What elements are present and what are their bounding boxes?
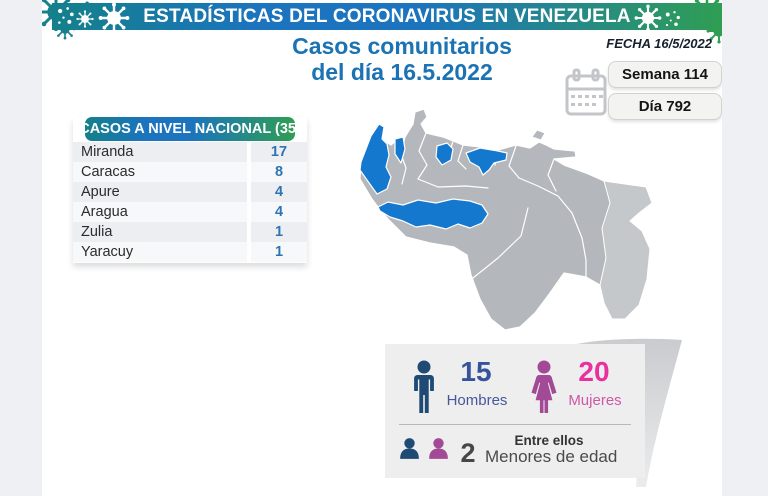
bust-icon-male	[400, 438, 419, 459]
map-state-zulia	[359, 123, 392, 195]
page-curl-shadow	[550, 338, 682, 487]
week-badge: Semana 114	[608, 61, 722, 88]
panel-divider	[399, 424, 631, 425]
map-east-region	[599, 180, 653, 320]
table-row: Aragua 4	[73, 202, 307, 222]
map-state-yaracuy	[435, 142, 454, 166]
page-title: Casos comunitarios del día 16.5.2022	[270, 33, 534, 85]
infographic-content: ESTADÍSTICAS DEL CORONAVIRUS EN VENEZUEL…	[42, 0, 722, 496]
virus-dots-icon	[56, 6, 76, 26]
map-state-miranda	[465, 147, 508, 176]
state-cases: 4	[251, 202, 307, 222]
state-cases: 8	[251, 162, 307, 182]
minors-icons	[397, 436, 451, 461]
day-badge: Día 792	[608, 93, 722, 120]
men-label: Hombres	[446, 392, 508, 409]
minors-label-line2: Menores de edad	[485, 447, 618, 466]
state-name: Miranda	[73, 142, 247, 162]
state-cases: 1	[251, 242, 307, 262]
map-state-trujillo-sliver	[394, 136, 406, 164]
state-name: Caracas	[73, 162, 247, 182]
demographics-panel: 15 Hombres 20 Mujeres 2 Entre ello	[385, 344, 645, 478]
state-cases: 4	[251, 182, 307, 202]
date-label: FECHA 16/5/2022	[606, 36, 712, 51]
table-row: Apure 4	[73, 182, 307, 202]
calendar-icon	[565, 68, 607, 116]
state-cases: 17	[251, 142, 307, 162]
map-island	[531, 129, 546, 141]
table-row: Caracas 8	[73, 162, 307, 182]
state-name: Yaracuy	[73, 242, 247, 262]
virus-icon	[76, 10, 94, 28]
table-row: Zulia 1	[73, 222, 307, 242]
women-label: Mujeres	[568, 392, 622, 409]
table-row: Miranda 17	[73, 142, 307, 162]
minors-label-line1: Entre ellos	[514, 433, 584, 448]
title-banner: ESTADÍSTICAS DEL CORONAVIRUS EN VENEZUEL…	[52, 3, 722, 30]
table-row: Yaracuy 1	[73, 242, 307, 262]
man-icon	[414, 360, 434, 413]
page-title-line1: Casos comunitarios	[292, 33, 512, 59]
page-title-line2: del día 16.5.2022	[311, 59, 493, 85]
venezuela-map	[358, 108, 678, 344]
bust-icon-female	[429, 438, 448, 459]
virus-dots-icon	[664, 10, 682, 28]
table-title: CASOS A NIVEL NACIONAL (35)	[79, 117, 301, 141]
state-cases: 1	[251, 222, 307, 242]
map-state-apure	[377, 198, 489, 230]
minors-count: 2	[460, 438, 476, 468]
men-count: 15	[460, 356, 492, 387]
state-name: Apure	[73, 182, 247, 202]
table-body: Miranda 17 Caracas 8 Apure 4 Aragua 4 Zu…	[73, 142, 307, 262]
virus-icon	[98, 2, 130, 34]
woman-icon	[531, 360, 557, 413]
state-name: Zulia	[73, 222, 247, 242]
state-name: Aragua	[73, 202, 247, 222]
women-count: 20	[578, 356, 610, 387]
national-cases-table: CASOS A NIVEL NACIONAL (35) Miranda 17 C…	[73, 117, 307, 263]
banner-title: ESTADÍSTICAS DEL CORONAVIRUS EN VENEZUEL…	[143, 5, 631, 27]
virus-icon	[634, 4, 662, 32]
